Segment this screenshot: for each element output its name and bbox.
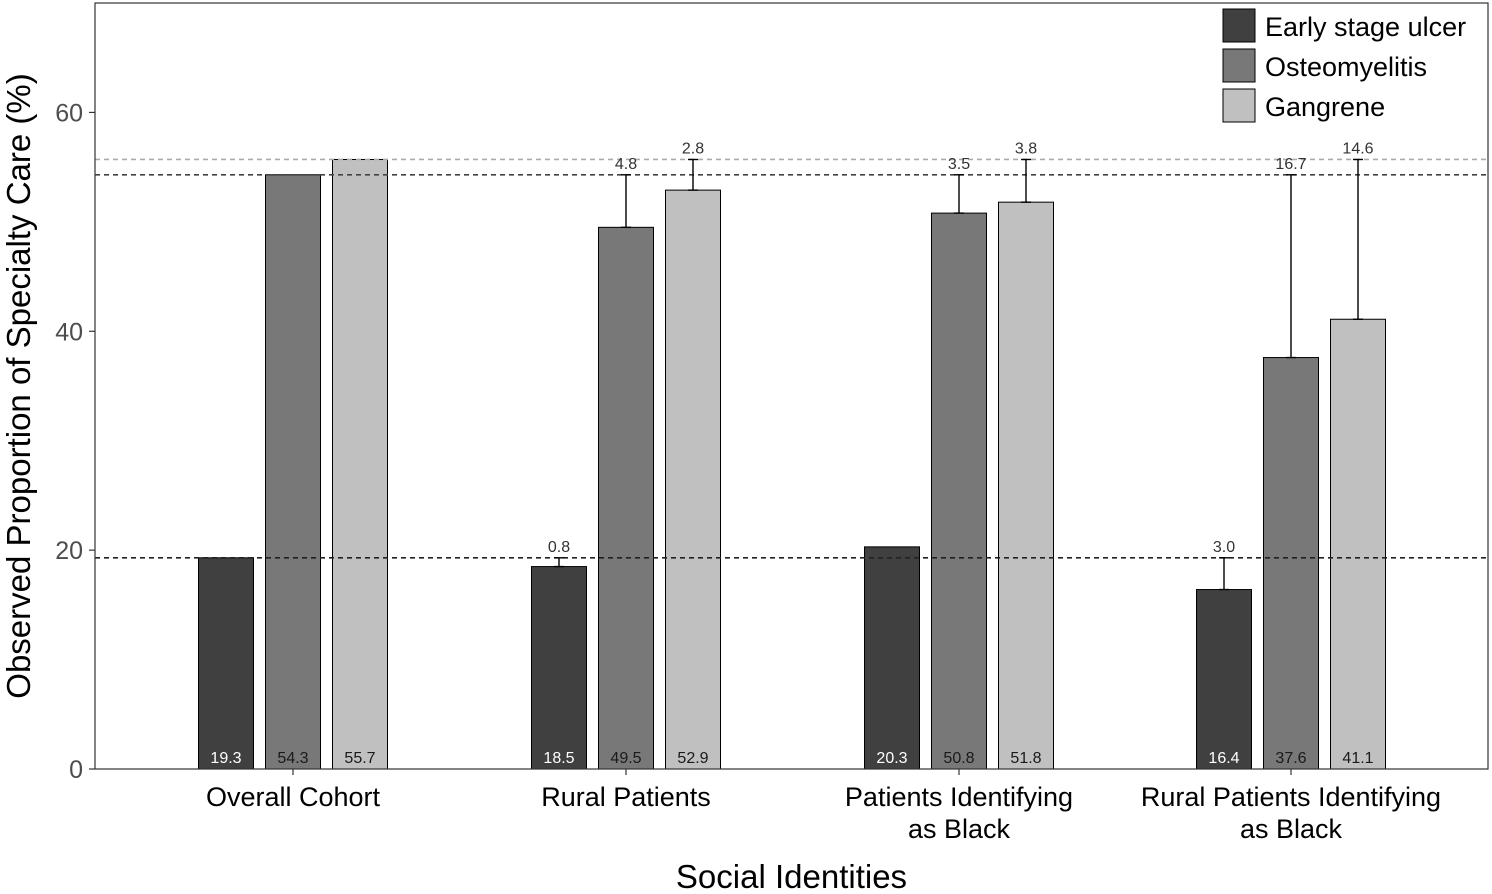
error-bar [954, 174, 964, 214]
bar-osteomyelitis-1 [598, 226, 654, 770]
x-tick-label: Overall Cohort [206, 782, 381, 812]
legend-swatch [1222, 8, 1256, 43]
y-tick-label: 40 [55, 318, 83, 346]
legend-item: Gangrene [1222, 88, 1385, 123]
legend-label: Gangrene [1265, 92, 1385, 122]
gap-label: 0.8 [548, 539, 570, 556]
data-labels: 19.3 18.5 20.3 16.4 54.3 49.5 50.8 37.6 55.7 52.9… [210, 140, 1373, 767]
x-tick-label: Patients Identifying [845, 782, 1073, 812]
x-tick-label: Rural Patients [541, 782, 711, 812]
bar-value-label: 20.3 [876, 750, 907, 767]
bar-value-label: 16.4 [1208, 750, 1239, 767]
plot-frame [94, 2, 1489, 770]
x-axis-title: Social Identities [676, 858, 907, 894]
legend-swatch [1222, 88, 1256, 123]
error-bar [1353, 158, 1363, 320]
bar-osteomyelitis-2 [931, 212, 987, 770]
axes: 0 20 40 60 Overall Cohort Rural Patients Patie… [55, 2, 1489, 844]
gap-label: 16.7 [1275, 156, 1306, 173]
error-bar [688, 158, 698, 191]
bar-gangrene-1 [665, 189, 721, 770]
x-tick-label: as Black [908, 814, 1011, 844]
bar-value-label: 51.8 [1010, 750, 1041, 767]
error-bar [1219, 557, 1229, 591]
bar-early-stage-ulcer-0 [198, 557, 254, 770]
legend-item: Early stage ulcer [1222, 8, 1466, 43]
bar-osteomyelitis-3 [1263, 357, 1319, 770]
bar-value-label: 49.5 [610, 750, 641, 767]
bar-value-label: 18.5 [543, 750, 574, 767]
legend: Early stage ulcer Osteomyelitis Gangrene [1222, 8, 1466, 123]
y-tick-label: 60 [55, 99, 83, 127]
reference-lines [95, 158, 1488, 559]
gap-label: 3.5 [948, 156, 970, 173]
gap-label: 4.8 [615, 156, 637, 173]
gap-label: 3.8 [1015, 140, 1037, 157]
legend-label: Early stage ulcer [1265, 12, 1466, 42]
bar-osteomyelitis-0 [265, 174, 321, 770]
y-tick-label: 20 [55, 537, 83, 565]
bar-value-label: 50.8 [943, 750, 974, 767]
bar-value-label: 54.3 [277, 750, 308, 767]
bar-early-stage-ulcer-2 [864, 546, 920, 770]
gap-label: 14.6 [1342, 140, 1373, 157]
error-bar [1286, 174, 1296, 359]
bars-layer [198, 158, 1386, 770]
legend-swatch [1222, 48, 1256, 83]
bar-gangrene-3 [1330, 318, 1386, 770]
bar-value-label: 37.6 [1275, 750, 1306, 767]
bar-early-stage-ulcer-3 [1196, 589, 1252, 770]
bar-value-label: 55.7 [344, 750, 375, 767]
x-tick-label: as Black [1240, 814, 1343, 844]
bar-gangrene-2 [998, 201, 1054, 770]
y-tick-label: 0 [69, 756, 83, 784]
bar-value-label: 52.9 [677, 750, 708, 767]
legend-label: Osteomyelitis [1265, 52, 1427, 82]
x-tick-label: Rural Patients Identifying [1141, 782, 1441, 812]
y-axis-title: Observed Proportion of Specialty Care (%… [0, 73, 37, 698]
error-bars [554, 158, 1363, 591]
bar-early-stage-ulcer-1 [531, 566, 587, 770]
error-bar [1021, 158, 1031, 203]
legend-item: Osteomyelitis [1222, 48, 1427, 83]
gap-label: 3.0 [1213, 539, 1235, 556]
gap-label: 2.8 [682, 140, 704, 157]
bar-value-label: 41.1 [1342, 750, 1373, 767]
bar-gangrene-0 [332, 158, 388, 770]
bar-value-label: 19.3 [210, 750, 241, 767]
error-bar [554, 557, 564, 568]
error-bar [621, 174, 631, 229]
